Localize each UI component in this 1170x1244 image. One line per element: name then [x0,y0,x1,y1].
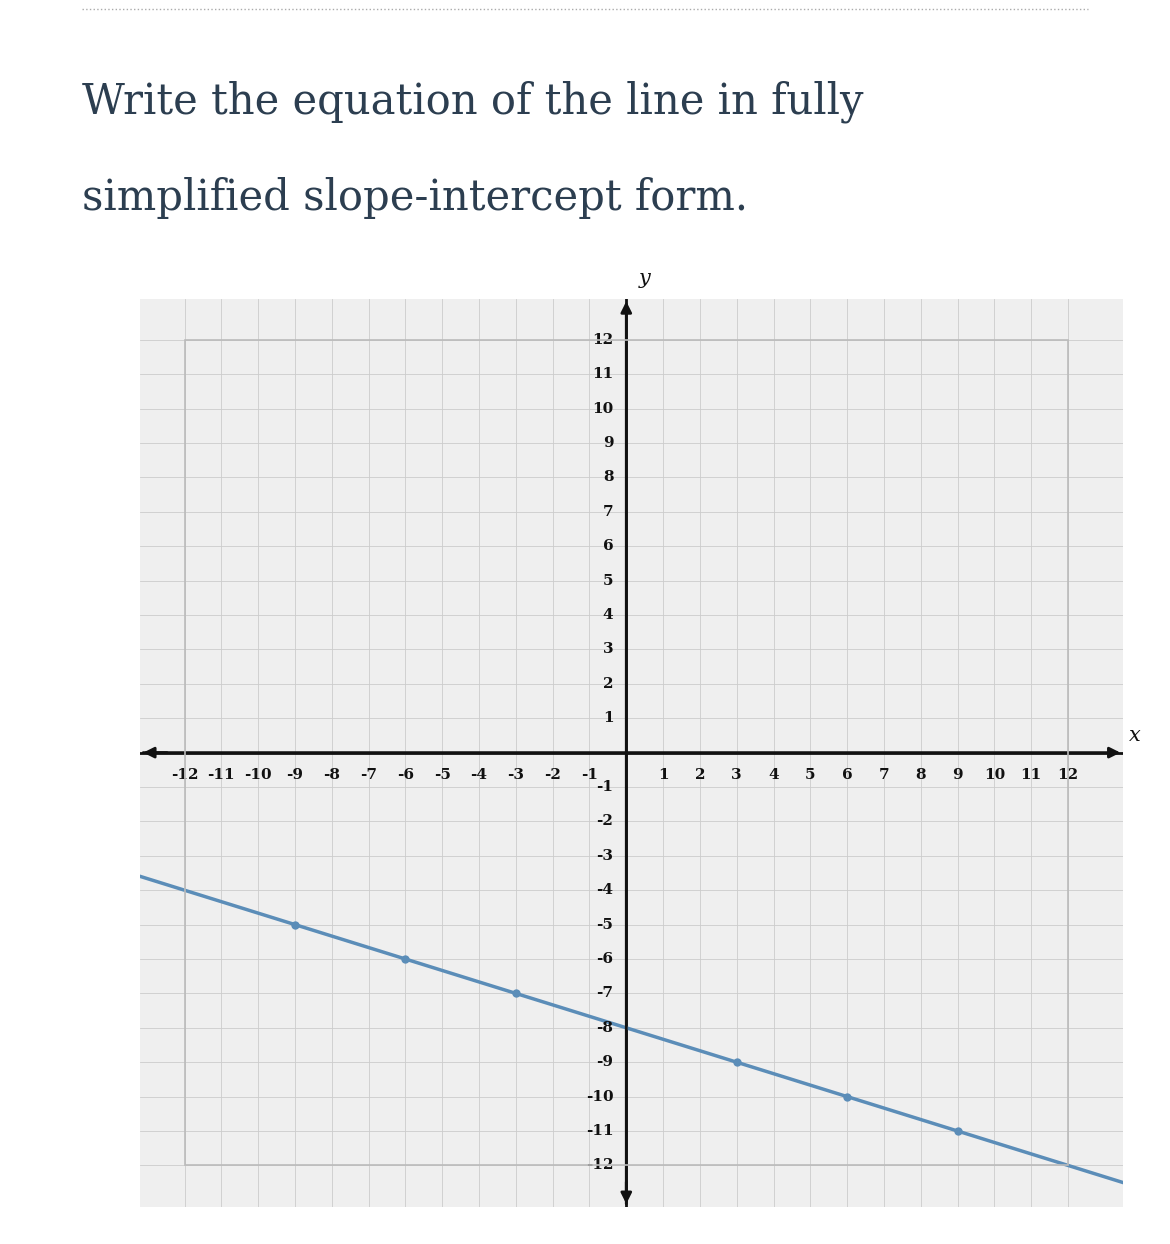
Text: -6: -6 [397,768,414,782]
Text: -2: -2 [597,815,613,829]
Text: -9: -9 [287,768,303,782]
Text: 5: 5 [603,573,613,587]
Text: 4: 4 [603,608,613,622]
Text: -10: -10 [245,768,271,782]
Text: 3: 3 [731,768,742,782]
Text: -1: -1 [581,768,598,782]
Text: Write the equation of the line in fully: Write the equation of the line in fully [82,80,863,123]
Text: 8: 8 [603,470,613,484]
Text: -2: -2 [544,768,562,782]
Text: 9: 9 [952,768,963,782]
Text: simplified slope-intercept form.: simplified slope-intercept form. [82,178,748,219]
Text: 10: 10 [984,768,1005,782]
Text: 3: 3 [603,642,613,657]
Text: 2: 2 [695,768,706,782]
Text: -7: -7 [360,768,377,782]
Text: 6: 6 [842,768,853,782]
Text: 9: 9 [603,437,613,450]
Text: y: y [639,269,651,289]
Bar [185,340,1068,1166]
Text: -11: -11 [207,768,235,782]
Text: x: x [1129,726,1141,745]
Text: -1: -1 [597,780,613,794]
Text: 12: 12 [592,333,613,347]
Text: 7: 7 [879,768,889,782]
Text: 10: 10 [592,402,613,415]
Text: -12: -12 [171,768,199,782]
Text: -8: -8 [323,768,340,782]
Text: -6: -6 [597,952,613,967]
Text: -5: -5 [434,768,450,782]
Text: 7: 7 [603,505,613,519]
Text: -7: -7 [597,986,613,1000]
Text: -4: -4 [597,883,613,897]
Text: -11: -11 [586,1125,613,1138]
Text: 8: 8 [915,768,927,782]
Text: 1: 1 [603,712,613,725]
Text: -3: -3 [508,768,524,782]
Text: -12: -12 [586,1158,613,1172]
Text: -3: -3 [597,848,613,863]
Text: -4: -4 [470,768,488,782]
Text: 12: 12 [1058,768,1079,782]
Text: 4: 4 [769,768,779,782]
Text: 6: 6 [603,539,613,554]
Text: 5: 5 [805,768,815,782]
Text: -8: -8 [597,1021,613,1035]
Text: 11: 11 [592,367,613,381]
Text: -5: -5 [597,918,613,932]
Text: 1: 1 [658,768,668,782]
Text: 11: 11 [1020,768,1041,782]
Text: -9: -9 [597,1055,613,1069]
Text: 2: 2 [603,677,613,690]
Text: -10: -10 [586,1090,613,1103]
